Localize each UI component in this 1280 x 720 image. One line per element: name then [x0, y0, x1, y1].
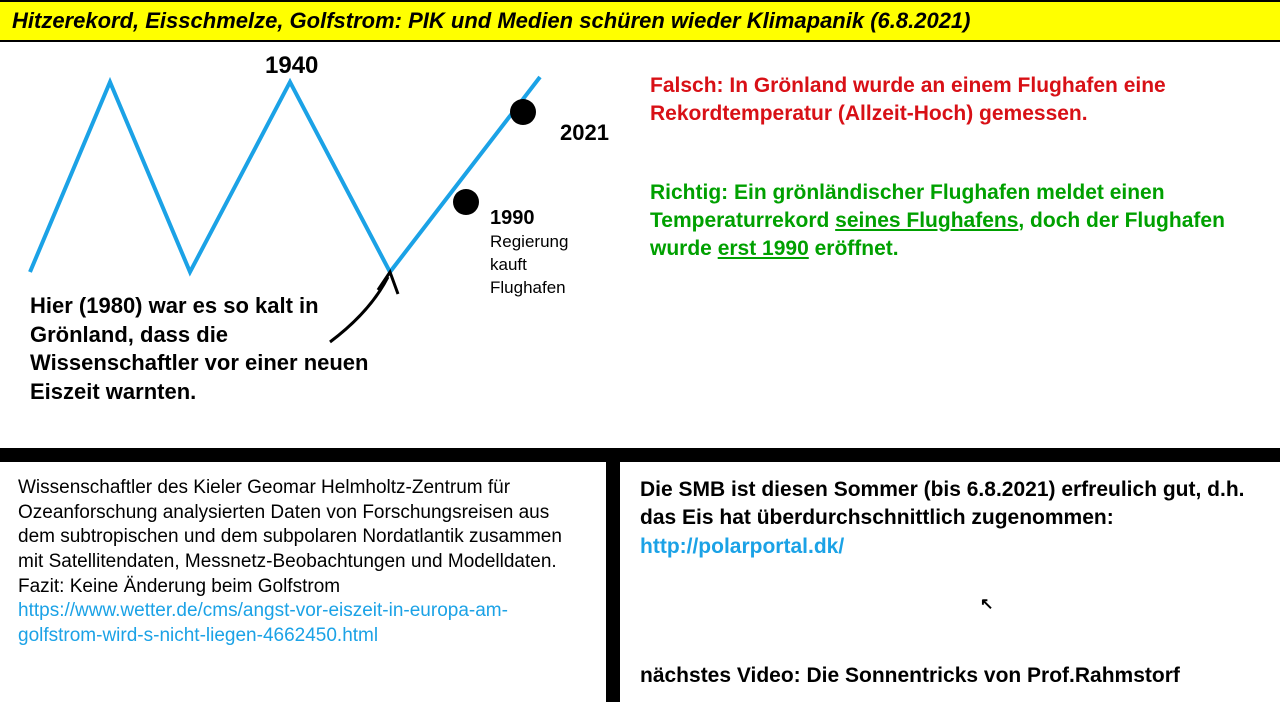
- next-video-label: nächstes Video: Die Sonnentricks von Pro…: [640, 662, 1180, 690]
- upper-section: 1940 2021 1990 Regierung kauft Flughafen…: [0, 42, 1280, 462]
- lower-left-panel: Wissenschaftler des Kieler Geomar Helmho…: [0, 462, 620, 702]
- page-title: Hitzerekord, Eisschmelze, Golfstrom: PIK…: [12, 8, 971, 33]
- title-bar: Hitzerekord, Eisschmelze, Golfstrom: PIK…: [0, 0, 1280, 42]
- true-claim: Richtig: Ein grönländischer Flughafen me…: [650, 179, 1260, 264]
- marker-1990: [453, 189, 479, 215]
- cursor-icon: ↖: [980, 594, 993, 616]
- polarportal-link[interactable]: http://polarportal.dk/: [640, 535, 844, 558]
- label-1990-l2: kauft: [490, 255, 527, 274]
- chart-line: [30, 77, 540, 272]
- label-1990: 1990 Regierung kauft Flughafen: [490, 207, 568, 299]
- lower-right-panel: Die SMB ist diesen Sommer (bis 6.8.2021)…: [620, 462, 1280, 702]
- true-p3: eröffnet.: [809, 237, 899, 260]
- label-2021: 2021: [560, 120, 609, 146]
- wetter-link[interactable]: https://www.wetter.de/cms/angst-vor-eisz…: [18, 600, 508, 646]
- false-claim: Falsch: In Grönland wurde an einem Flugh…: [650, 72, 1260, 129]
- chart-zone: 1940 2021 1990 Regierung kauft Flughafen…: [0, 42, 640, 448]
- geomar-text: Wissenschaftler des Kieler Geomar Helmho…: [18, 477, 562, 597]
- label-1990-year: 1990: [490, 207, 535, 229]
- smb-text: Die SMB ist diesen Sommer (bis 6.8.2021)…: [640, 478, 1245, 529]
- claims-zone: Falsch: In Grönland wurde an einem Flugh…: [640, 42, 1280, 448]
- marker-2021: [510, 99, 536, 125]
- label-1990-l3: Flughafen: [490, 278, 566, 297]
- label-1940: 1940: [265, 52, 318, 80]
- true-u2: erst 1990: [718, 237, 809, 260]
- true-u1: seines Flughafens: [835, 209, 1018, 232]
- lower-section: Wissenschaftler des Kieler Geomar Helmho…: [0, 462, 1280, 702]
- caption-1980: Hier (1980) war es so kalt in Grönland, …: [30, 292, 390, 406]
- label-1990-l1: Regierung: [490, 232, 568, 251]
